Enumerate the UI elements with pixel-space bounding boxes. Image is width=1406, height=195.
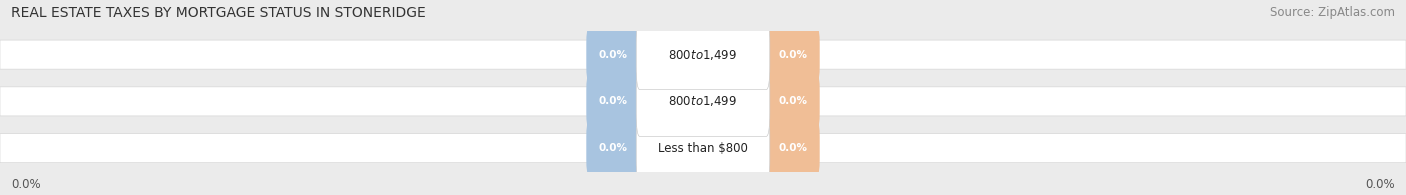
FancyBboxPatch shape bbox=[637, 20, 770, 90]
Text: 0.0%: 0.0% bbox=[779, 143, 807, 153]
Text: 0.0%: 0.0% bbox=[599, 143, 627, 153]
Text: 0.0%: 0.0% bbox=[779, 50, 807, 60]
FancyBboxPatch shape bbox=[637, 113, 770, 183]
Text: 0.0%: 0.0% bbox=[11, 178, 41, 191]
Text: 0.0%: 0.0% bbox=[599, 96, 627, 106]
Text: 0.0%: 0.0% bbox=[1365, 178, 1395, 191]
FancyBboxPatch shape bbox=[766, 76, 820, 127]
Text: $800 to $1,499: $800 to $1,499 bbox=[668, 48, 738, 62]
FancyBboxPatch shape bbox=[0, 134, 1406, 163]
Text: Source: ZipAtlas.com: Source: ZipAtlas.com bbox=[1270, 6, 1395, 19]
Text: REAL ESTATE TAXES BY MORTGAGE STATUS IN STONERIDGE: REAL ESTATE TAXES BY MORTGAGE STATUS IN … bbox=[11, 6, 426, 20]
Text: $800 to $1,499: $800 to $1,499 bbox=[668, 94, 738, 108]
FancyBboxPatch shape bbox=[0, 40, 1406, 69]
Text: 0.0%: 0.0% bbox=[779, 96, 807, 106]
Text: 0.0%: 0.0% bbox=[599, 50, 627, 60]
FancyBboxPatch shape bbox=[586, 122, 640, 174]
FancyBboxPatch shape bbox=[766, 29, 820, 80]
FancyBboxPatch shape bbox=[637, 66, 770, 136]
FancyBboxPatch shape bbox=[0, 87, 1406, 116]
FancyBboxPatch shape bbox=[586, 29, 640, 80]
FancyBboxPatch shape bbox=[766, 122, 820, 174]
Text: Less than $800: Less than $800 bbox=[658, 142, 748, 155]
FancyBboxPatch shape bbox=[586, 76, 640, 127]
